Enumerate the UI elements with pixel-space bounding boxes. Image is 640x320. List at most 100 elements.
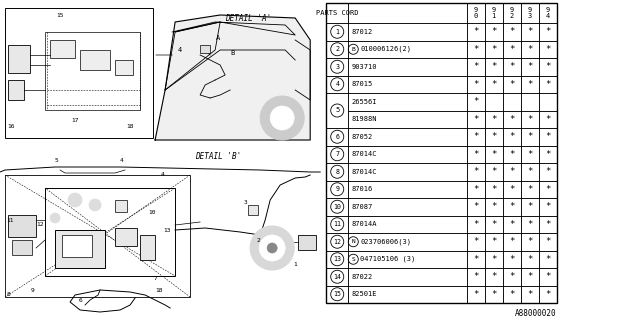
Bar	[539, 58, 557, 76]
Bar	[521, 163, 539, 180]
Text: *: *	[545, 27, 550, 36]
Bar	[326, 215, 348, 233]
Bar	[8, 45, 30, 73]
Text: *: *	[491, 80, 496, 89]
Bar	[348, 146, 467, 163]
Bar	[467, 268, 484, 285]
Bar	[484, 110, 502, 128]
Text: *: *	[491, 202, 496, 211]
Text: *: *	[473, 150, 478, 159]
Text: *: *	[491, 237, 496, 246]
Text: *: *	[509, 202, 515, 211]
Bar	[521, 58, 539, 76]
Text: 87012: 87012	[351, 29, 372, 35]
Text: *: *	[527, 132, 532, 141]
Bar	[467, 41, 484, 58]
Text: *: *	[527, 27, 532, 36]
Bar	[326, 180, 348, 198]
Text: 87014C: 87014C	[351, 151, 377, 157]
Text: 7: 7	[335, 151, 339, 157]
Text: 1: 1	[293, 262, 297, 268]
Bar	[539, 215, 557, 233]
Text: *: *	[509, 185, 515, 194]
Bar	[467, 285, 484, 303]
Bar	[298, 235, 316, 250]
Circle shape	[250, 226, 294, 270]
Bar	[45, 32, 140, 110]
Text: 1: 1	[335, 29, 339, 35]
Bar	[502, 110, 521, 128]
Text: 9
1: 9 1	[492, 7, 496, 19]
Bar	[326, 251, 348, 268]
Text: *: *	[527, 62, 532, 71]
Circle shape	[267, 243, 277, 253]
Text: *: *	[545, 255, 550, 264]
Bar	[326, 3, 557, 303]
Bar	[348, 76, 467, 93]
Bar	[484, 146, 502, 163]
Bar	[45, 188, 175, 276]
Circle shape	[270, 106, 294, 130]
Text: *: *	[491, 185, 496, 194]
Text: N: N	[351, 239, 355, 244]
Text: 87087: 87087	[351, 204, 372, 210]
Text: 87014C: 87014C	[351, 169, 377, 175]
Bar	[348, 58, 467, 76]
Bar	[467, 215, 484, 233]
Text: 14: 14	[333, 274, 341, 280]
Text: DETAIL 'B': DETAIL 'B'	[195, 152, 241, 161]
Text: B: B	[351, 47, 355, 52]
Text: PARTS CORD: PARTS CORD	[316, 10, 358, 16]
Text: *: *	[545, 202, 550, 211]
Bar	[467, 198, 484, 215]
Bar	[521, 251, 539, 268]
Text: 11: 11	[6, 218, 13, 222]
Bar	[502, 163, 521, 180]
Text: A88000020: A88000020	[515, 309, 557, 318]
Text: 9
3: 9 3	[527, 7, 532, 19]
Bar	[484, 285, 502, 303]
Bar	[326, 128, 348, 146]
Text: 2: 2	[256, 237, 260, 243]
Bar	[539, 23, 557, 41]
Text: 3: 3	[243, 200, 247, 205]
Bar	[467, 3, 484, 23]
Circle shape	[68, 193, 82, 207]
Bar	[326, 41, 348, 58]
Text: *: *	[473, 45, 478, 54]
Text: 11: 11	[333, 221, 341, 227]
Text: *: *	[545, 150, 550, 159]
Text: 3: 3	[335, 64, 339, 70]
Bar	[115, 60, 133, 75]
Text: *: *	[473, 62, 478, 71]
Text: 87022: 87022	[351, 274, 372, 280]
Text: *: *	[527, 237, 532, 246]
Text: 16: 16	[7, 124, 15, 129]
Bar	[502, 198, 521, 215]
Bar	[502, 128, 521, 146]
Bar	[484, 23, 502, 41]
Text: *: *	[545, 167, 550, 176]
Text: *: *	[473, 202, 478, 211]
Bar	[484, 198, 502, 215]
Text: *: *	[527, 202, 532, 211]
Bar	[539, 268, 557, 285]
Bar	[326, 3, 348, 23]
Text: *: *	[545, 132, 550, 141]
Text: *: *	[473, 80, 478, 89]
Bar	[467, 23, 484, 41]
Text: *: *	[473, 167, 478, 176]
Text: 87015: 87015	[351, 81, 372, 87]
Bar	[326, 233, 348, 251]
Text: *: *	[527, 255, 532, 264]
Text: *: *	[509, 220, 515, 229]
Bar	[326, 198, 348, 215]
Text: 5: 5	[55, 158, 59, 163]
Bar	[348, 215, 467, 233]
Text: 9
0: 9 0	[474, 7, 477, 19]
Text: *: *	[491, 62, 496, 71]
Bar	[539, 163, 557, 180]
Text: *: *	[509, 27, 515, 36]
Bar	[467, 110, 484, 128]
Bar	[348, 251, 467, 268]
